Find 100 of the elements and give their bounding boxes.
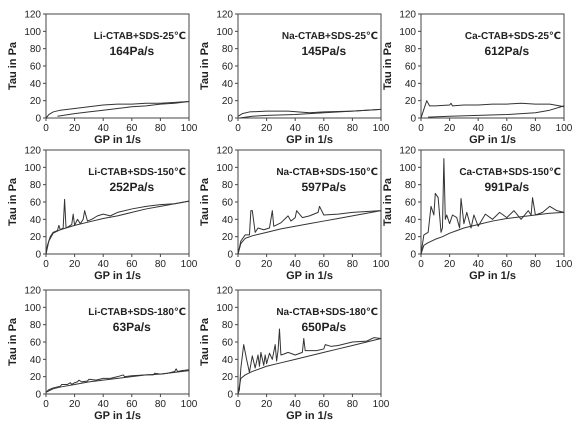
y-axis-title: Tau in Pa bbox=[382, 177, 394, 226]
x-tick-label: 80 bbox=[154, 399, 166, 410]
x-tick-label: 40 bbox=[290, 259, 302, 270]
x-tick-label: 0 bbox=[235, 123, 242, 134]
annotation: 650Pa/s bbox=[301, 320, 346, 334]
x-tick-label: 60 bbox=[126, 259, 138, 270]
y-axis-title: Tau in Pa bbox=[7, 317, 19, 366]
y-tick-label: 60 bbox=[404, 198, 416, 208]
annotation: Ca-CTAB+SDS-150℃ bbox=[459, 166, 561, 178]
y-tick-label: 0 bbox=[227, 390, 234, 400]
y-tick-label: 120 bbox=[216, 146, 234, 156]
x-axis-title: GP in 1/s bbox=[286, 270, 333, 282]
x-tick-label: 0 bbox=[43, 399, 50, 410]
y-tick-label: 0 bbox=[227, 250, 234, 260]
x-tick-label: 80 bbox=[346, 123, 358, 134]
y-tick-label: 40 bbox=[222, 78, 234, 90]
x-tick-label: 40 bbox=[98, 399, 110, 410]
y-tick-label: 40 bbox=[30, 214, 42, 226]
x-tick-label: 60 bbox=[318, 123, 330, 134]
y-tick-label: 40 bbox=[222, 214, 234, 226]
x-tick-label: 80 bbox=[346, 399, 358, 410]
y-tick-label: 60 bbox=[222, 198, 234, 208]
y-axis-title: Tau in Pa bbox=[7, 177, 19, 226]
y-tick-label: 80 bbox=[404, 44, 416, 56]
y-tick-label: 120 bbox=[24, 10, 42, 20]
y-tick-label: 0 bbox=[227, 114, 234, 124]
x-tick-label: 100 bbox=[180, 123, 198, 134]
y-tick-label: 20 bbox=[404, 96, 416, 108]
x-tick-label: 100 bbox=[180, 399, 198, 410]
y-tick-label: 60 bbox=[222, 338, 234, 348]
y-tick-label: 100 bbox=[399, 162, 416, 174]
x-tick-label: 20 bbox=[261, 123, 273, 134]
y-tick-label: 20 bbox=[222, 372, 234, 384]
y-tick-label: 20 bbox=[30, 96, 42, 108]
x-tick-label: 60 bbox=[501, 259, 513, 270]
x-tick-label: 80 bbox=[530, 259, 542, 270]
y-tick-label: 100 bbox=[24, 162, 42, 174]
annotation: Li-CTAB+SDS-25℃ bbox=[94, 30, 186, 42]
annotation: Ca-CTAB+SDS-25℃ bbox=[464, 30, 561, 42]
annotation: 145Pa/s bbox=[301, 44, 346, 58]
x-tick-label: 20 bbox=[261, 399, 273, 410]
x-tick-label: 40 bbox=[98, 123, 110, 134]
x-tick-label: 80 bbox=[154, 259, 166, 270]
y-tick-label: 80 bbox=[222, 180, 234, 192]
x-tick-label: 20 bbox=[444, 123, 456, 134]
y-tick-label: 60 bbox=[222, 62, 234, 72]
y-tick-label: 20 bbox=[30, 232, 42, 244]
y-tick-label: 20 bbox=[30, 372, 42, 384]
y-tick-label: 0 bbox=[35, 114, 42, 124]
x-tick-label: 60 bbox=[126, 123, 138, 134]
y-tick-label: 60 bbox=[30, 62, 42, 72]
x-tick-label: 0 bbox=[418, 123, 424, 134]
x-tick-label: 80 bbox=[530, 123, 542, 134]
x-tick-label: 20 bbox=[69, 399, 81, 410]
x-tick-label: 0 bbox=[418, 259, 424, 270]
annotation: Li-CTAB+SDS-180℃ bbox=[88, 306, 186, 318]
x-tick-label: 100 bbox=[556, 123, 573, 134]
x-tick-label: 40 bbox=[290, 123, 302, 134]
x-tick-label: 100 bbox=[372, 123, 390, 134]
y-tick-label: 0 bbox=[410, 114, 416, 124]
x-tick-label: 20 bbox=[69, 259, 81, 270]
y-tick-label: 100 bbox=[216, 26, 234, 38]
annotation: 252Pa/s bbox=[109, 180, 154, 194]
x-tick-label: 0 bbox=[43, 259, 50, 270]
annotation: 597Pa/s bbox=[301, 180, 346, 194]
y-tick-label: 120 bbox=[216, 10, 234, 20]
annotation: Na-CTAB+SDS-180℃ bbox=[276, 306, 378, 318]
x-tick-label: 20 bbox=[69, 123, 81, 134]
y-tick-label: 120 bbox=[399, 10, 416, 20]
y-tick-label: 100 bbox=[24, 302, 42, 314]
y-tick-label: 20 bbox=[404, 232, 416, 244]
y-tick-label: 80 bbox=[222, 44, 234, 56]
y-axis-title: Tau in Pa bbox=[199, 317, 211, 366]
x-axis-title: GP in 1/s bbox=[94, 270, 141, 282]
annotation: Li-CTAB+SDS-150℃ bbox=[88, 166, 186, 178]
y-tick-label: 80 bbox=[30, 320, 42, 332]
x-tick-label: 20 bbox=[444, 259, 456, 270]
x-tick-label: 0 bbox=[43, 123, 50, 134]
x-tick-label: 40 bbox=[98, 259, 110, 270]
x-tick-label: 100 bbox=[556, 259, 573, 270]
y-tick-label: 80 bbox=[30, 44, 42, 56]
y-tick-label: 80 bbox=[404, 180, 416, 192]
x-tick-label: 40 bbox=[290, 399, 302, 410]
y-tick-label: 100 bbox=[216, 302, 234, 314]
x-tick-label: 40 bbox=[472, 259, 484, 270]
y-tick-label: 60 bbox=[404, 62, 416, 72]
x-tick-label: 60 bbox=[318, 399, 330, 410]
y-tick-label: 120 bbox=[24, 286, 42, 296]
y-axis-title: Tau in Pa bbox=[7, 41, 19, 90]
x-axis-title: GP in 1/s bbox=[469, 134, 516, 146]
annotation: 63Pa/s bbox=[112, 320, 152, 334]
y-axis-title: Tau in Pa bbox=[382, 41, 394, 90]
x-tick-label: 40 bbox=[472, 123, 484, 134]
y-axis-title: Tau in Pa bbox=[199, 41, 211, 90]
y-tick-label: 40 bbox=[404, 78, 416, 90]
x-axis-title: GP in 1/s bbox=[469, 270, 516, 282]
y-tick-label: 40 bbox=[222, 354, 234, 366]
x-tick-label: 60 bbox=[318, 259, 330, 270]
x-tick-label: 80 bbox=[346, 259, 358, 270]
y-tick-label: 40 bbox=[30, 354, 42, 366]
